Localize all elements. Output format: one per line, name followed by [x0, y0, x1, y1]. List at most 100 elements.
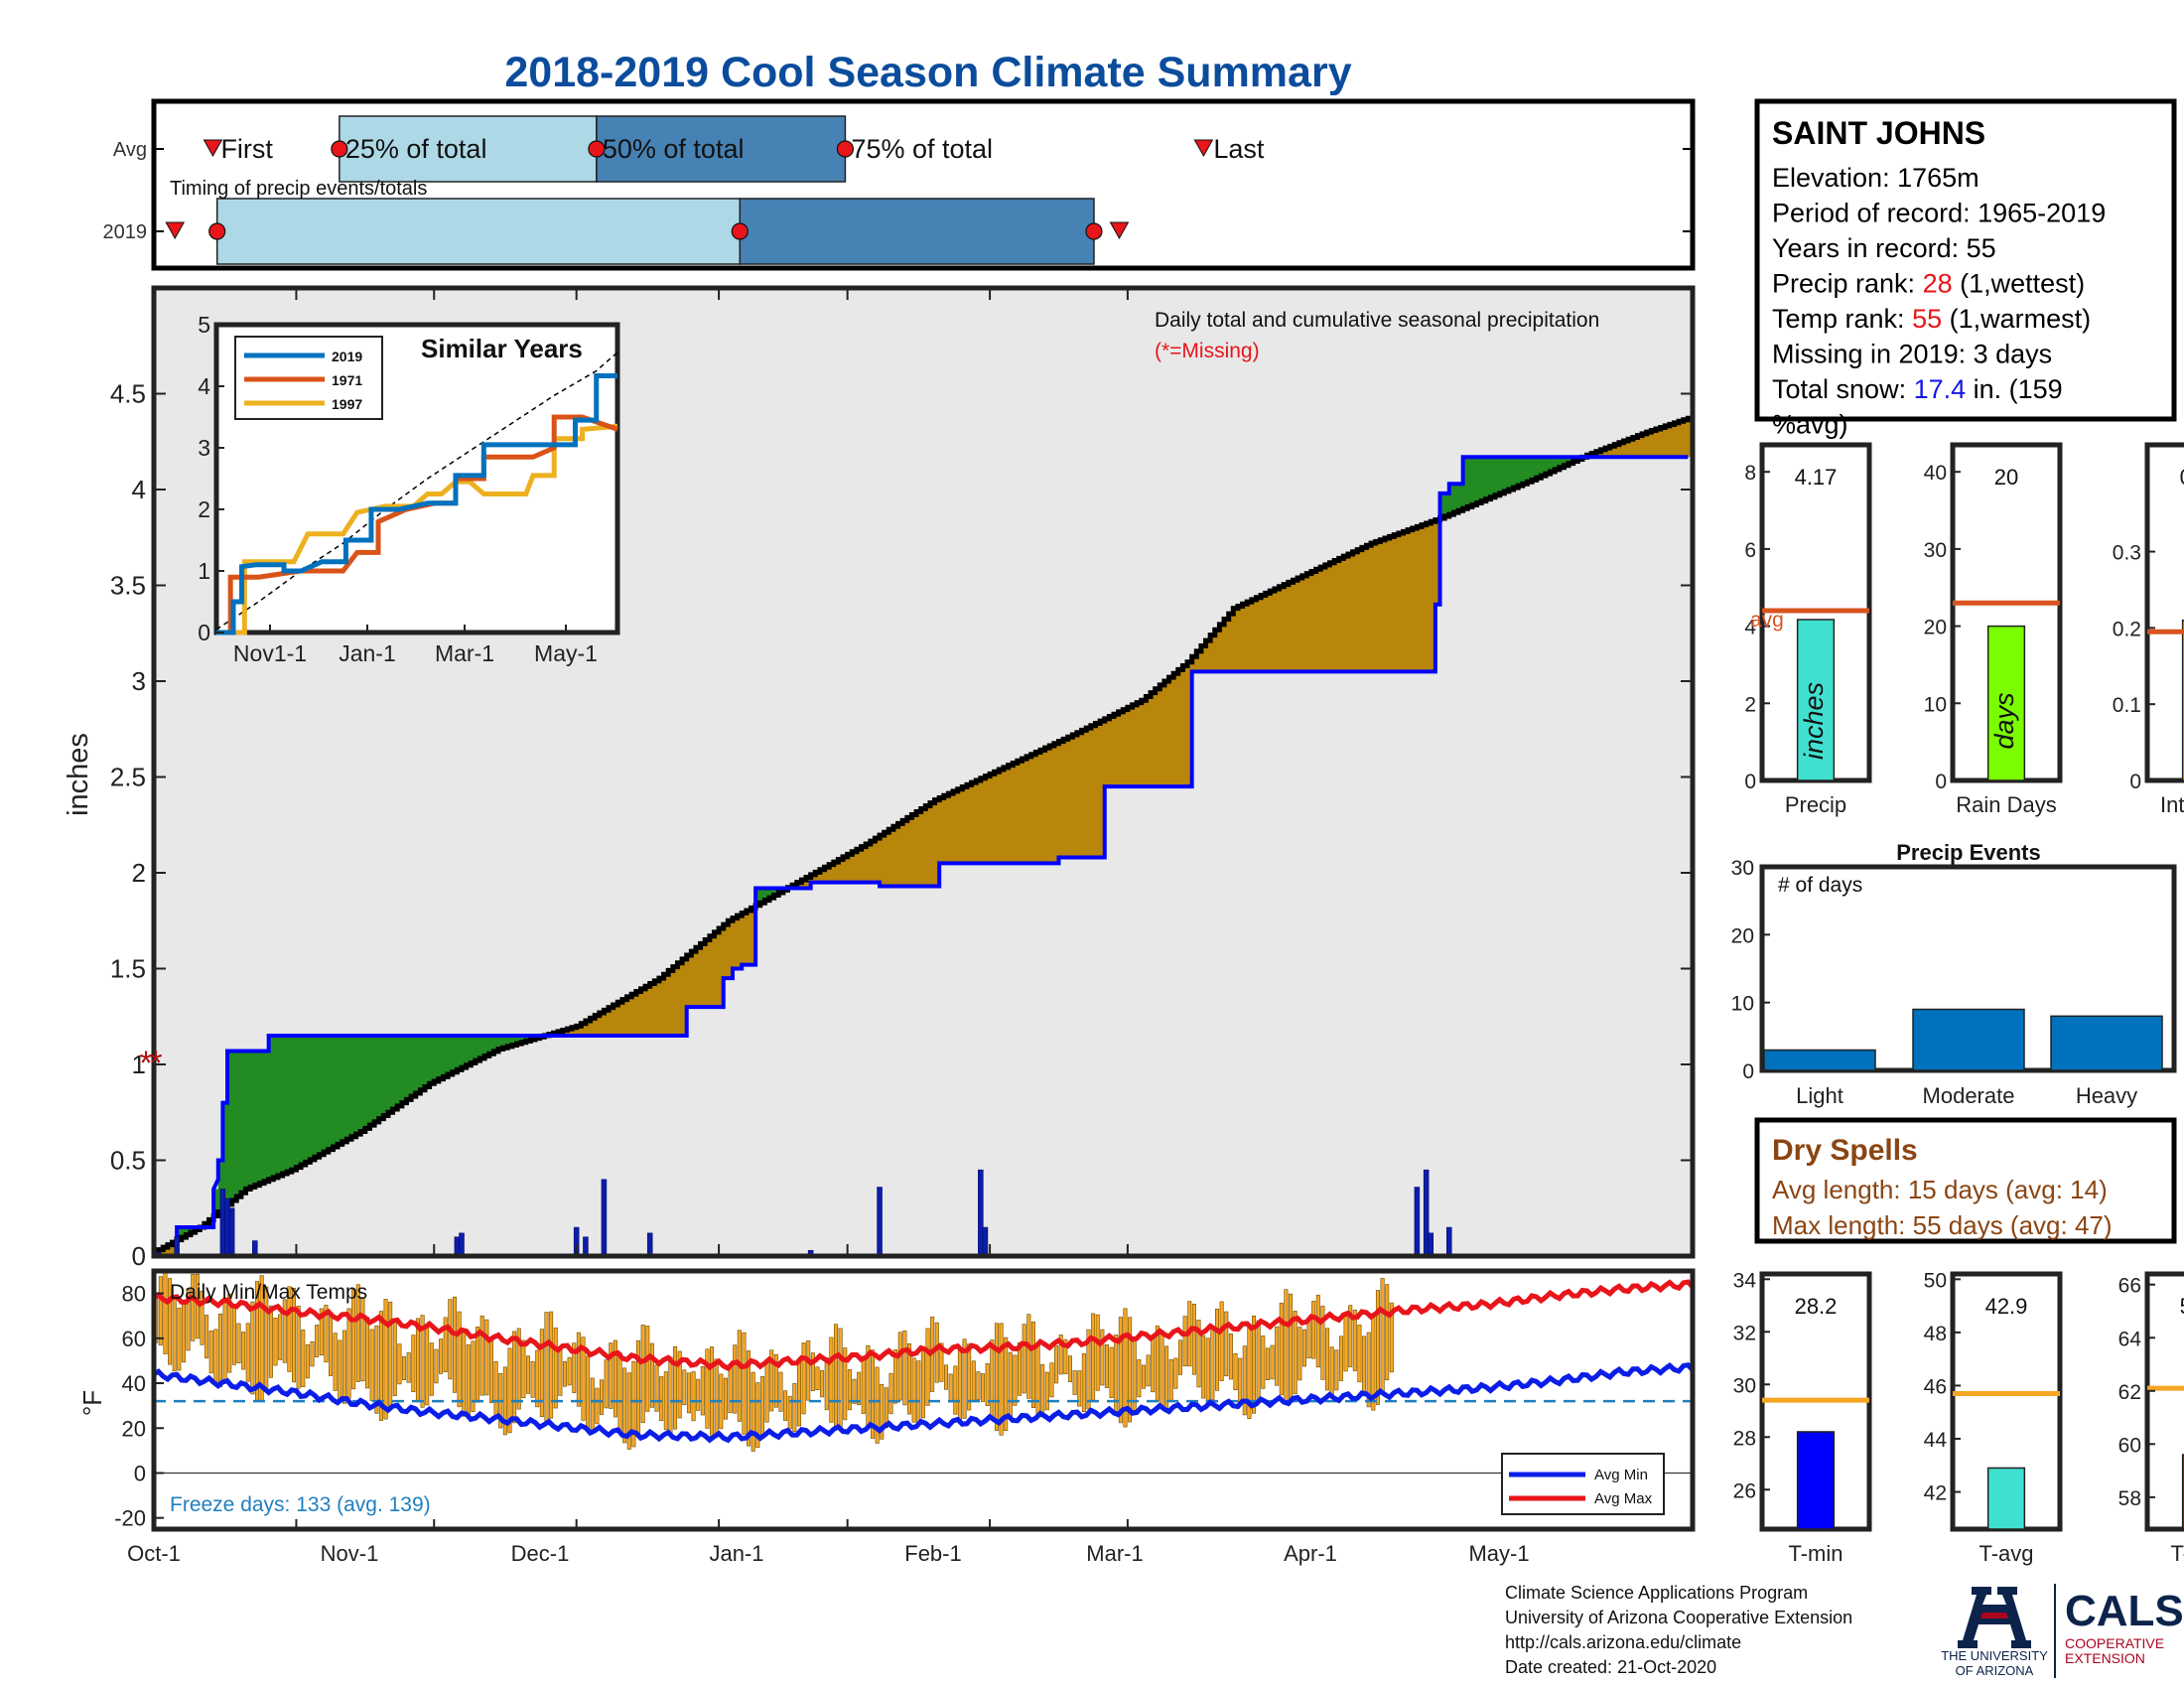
missing-note: (*=Missing) — [1155, 340, 1260, 362]
daily-temp-bar — [278, 1314, 283, 1360]
daily-temp-bar — [911, 1357, 916, 1423]
y-tick-label: 4 — [132, 475, 146, 504]
daily-temp-bar — [516, 1328, 521, 1410]
daily-temp-bar — [833, 1324, 839, 1430]
inset-y-tick-label: 0 — [198, 620, 210, 645]
daily-temp-bar — [374, 1325, 379, 1414]
above-average-fill — [875, 838, 881, 883]
daily-temp-bar — [301, 1330, 306, 1387]
inset-y-tick-label: 4 — [198, 373, 210, 399]
daily-temp-bar — [1049, 1362, 1054, 1398]
daily-temp-bar — [723, 1377, 728, 1420]
mini-y-tick-label: 0.2 — [2113, 618, 2141, 640]
above-average-fill — [562, 1030, 569, 1037]
daily-temp-bar — [1265, 1347, 1270, 1381]
below-average-fill — [355, 1036, 361, 1135]
below-average-fill — [755, 888, 761, 906]
above-average-fill — [728, 920, 734, 979]
daily-temp-bar — [820, 1369, 825, 1398]
below-average-fill — [217, 1160, 224, 1212]
daily-temp-bar — [806, 1339, 811, 1401]
above-average-fill — [1251, 599, 1258, 672]
mini-y-tick-label: 32 — [1733, 1322, 1756, 1344]
daily-temp-bar — [1104, 1344, 1109, 1388]
below-average-fill — [296, 1036, 302, 1168]
above-average-fill — [1210, 634, 1216, 672]
daily-temp-bar — [1077, 1370, 1082, 1407]
above-average-fill — [1090, 725, 1097, 858]
daily-temp-bar — [1343, 1316, 1348, 1372]
mini-label: T-max — [2170, 1541, 2184, 1566]
below-average-fill — [240, 1051, 247, 1194]
above-average-fill — [806, 877, 812, 889]
daily-temp-bar — [1334, 1349, 1339, 1391]
temps-y-tick-label: 60 — [122, 1327, 146, 1351]
above-average-fill — [1284, 584, 1290, 672]
daily-temp-bar — [1362, 1336, 1367, 1397]
above-average-fill — [971, 782, 977, 864]
daily-precip-bar — [982, 1226, 989, 1257]
inset-series-line — [216, 423, 618, 635]
events-annotation: # of days — [1778, 874, 1862, 897]
daily-temp-bar — [443, 1317, 448, 1372]
daily-temp-bar — [829, 1336, 834, 1423]
daily-temp-bar — [990, 1339, 995, 1420]
station-info-line: %avg) — [1772, 410, 1848, 440]
mini-label: T-min — [1789, 1541, 1843, 1566]
above-average-fill — [911, 814, 917, 887]
inset-x-tick-label: Mar-1 — [435, 640, 494, 666]
above-average-fill — [852, 851, 858, 883]
below-average-fill — [424, 1036, 431, 1087]
mini-panel-frame — [2144, 442, 2184, 783]
station-name: SAINT JOHNS — [1772, 115, 1985, 151]
daily-temp-bar — [897, 1332, 902, 1401]
above-average-fill — [635, 991, 642, 1037]
above-average-fill — [1155, 688, 1160, 787]
above-average-fill — [649, 983, 655, 1037]
daily-temp-bar — [217, 1313, 223, 1387]
mini-avg-label: avg — [1750, 609, 1784, 632]
above-average-fill — [1398, 533, 1405, 672]
daily-temp-bar — [700, 1366, 705, 1416]
daily-temp-bar — [287, 1286, 292, 1372]
above-average-fill — [1417, 526, 1423, 672]
footer-line: http://cals.arizona.edu/climate — [1505, 1632, 1741, 1652]
daily-precip-bar — [877, 1187, 883, 1257]
above-average-fill — [824, 867, 830, 883]
below-average-fill — [392, 1036, 398, 1110]
daily-temp-bar — [245, 1323, 250, 1382]
daily-temp-bar — [1219, 1301, 1224, 1381]
above-average-fill — [700, 943, 706, 1008]
below-average-fill — [443, 1036, 449, 1077]
timing-row-label: 2019 — [103, 221, 148, 243]
daily-temp-bar — [953, 1365, 958, 1415]
station-info-line: Missing in 2019: 3 days — [1772, 340, 2052, 369]
timing-bar-50-75 — [739, 198, 1095, 265]
above-average-fill — [920, 808, 926, 887]
above-average-fill — [1434, 519, 1441, 605]
footer-line: Climate Science Applications Program — [1505, 1583, 1808, 1603]
above-average-fill — [1683, 419, 1689, 458]
daily-temp-bar — [319, 1308, 324, 1356]
above-average-fill — [801, 880, 807, 889]
station-info-line: Years in record: 55 — [1772, 233, 1996, 263]
above-average-fill — [585, 1021, 592, 1037]
daily-temp-bar — [1201, 1335, 1206, 1399]
above-average-fill — [1214, 630, 1221, 672]
station-info-value: 28 — [1923, 269, 1953, 299]
daily-temp-bar — [747, 1350, 751, 1447]
mini-y-tick-label: 0 — [2129, 771, 2141, 793]
daily-temp-bar — [310, 1340, 315, 1367]
daily-temp-bar — [843, 1347, 848, 1421]
station-info-line: Precip rank: 28 (1,wettest) — [1772, 269, 2085, 299]
events-y-tick-label: 0 — [1742, 1060, 1754, 1083]
above-average-fill — [1146, 696, 1152, 787]
daily-temp-bar — [553, 1328, 558, 1409]
daily-temp-bar — [609, 1342, 614, 1409]
daily-temp-bar — [355, 1284, 360, 1382]
below-average-fill — [338, 1036, 343, 1145]
below-average-fill — [333, 1036, 339, 1147]
timing-row-label: Avg — [113, 139, 147, 161]
above-average-fill — [884, 832, 889, 887]
daily-temp-bar — [383, 1299, 388, 1420]
